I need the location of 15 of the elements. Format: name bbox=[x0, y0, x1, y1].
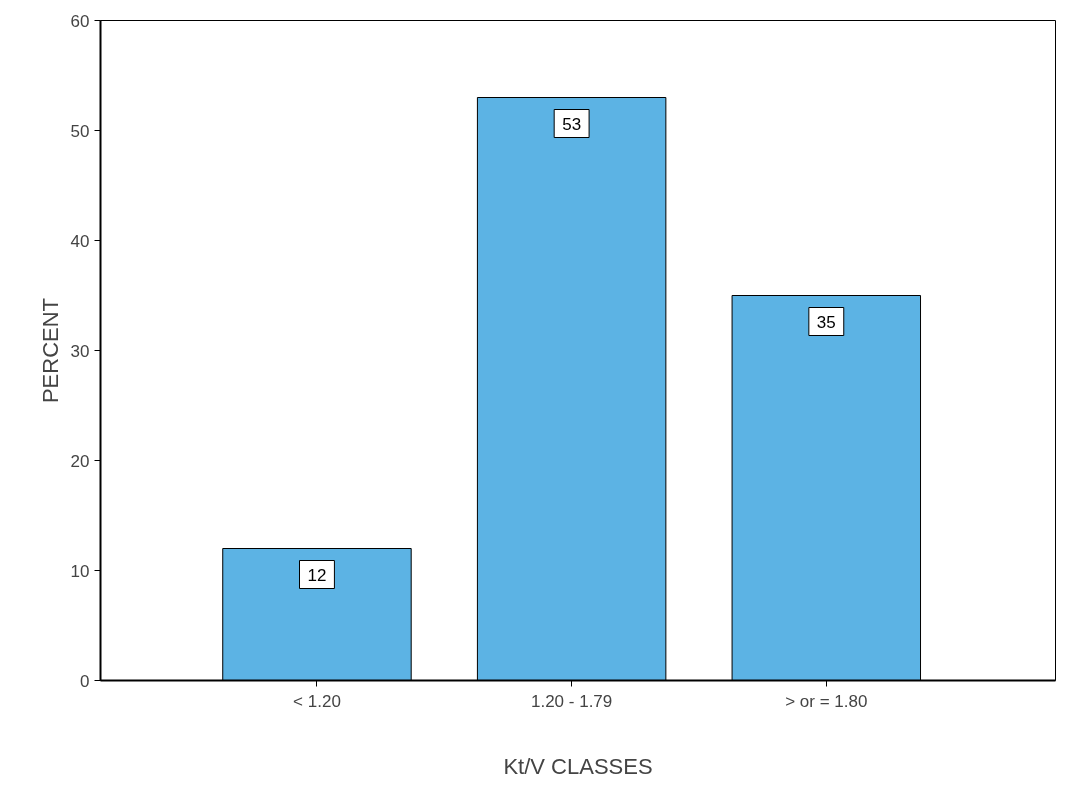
y-tick-label: 50 bbox=[70, 121, 90, 141]
x-tick-label: < 1.20 bbox=[293, 691, 341, 711]
y-tick-label: 0 bbox=[80, 671, 90, 691]
data-label: 12 bbox=[307, 565, 327, 585]
data-label: 35 bbox=[816, 312, 836, 332]
data-label: 53 bbox=[562, 114, 582, 134]
x-axis-title: Kt/V CLASSES bbox=[503, 753, 653, 779]
y-tick-label: 10 bbox=[70, 561, 90, 581]
y-axis-title: PERCENT bbox=[37, 297, 63, 404]
y-tick-label: 40 bbox=[70, 231, 90, 251]
y-tick-label: 60 bbox=[70, 11, 90, 31]
y-tick-label: 30 bbox=[70, 341, 90, 361]
x-tick-label: 1.20 - 1.79 bbox=[530, 691, 613, 711]
x-tick-label: > or = 1.80 bbox=[785, 691, 868, 711]
y-tick-label: 20 bbox=[70, 451, 90, 471]
